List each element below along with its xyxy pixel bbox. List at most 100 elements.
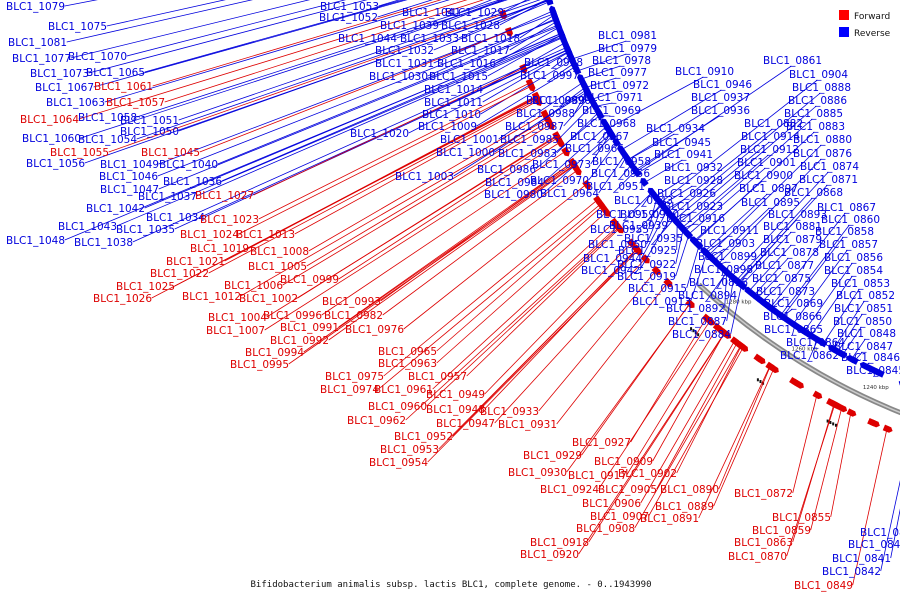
gene-label: BLC1_0906 xyxy=(582,498,641,510)
gene-label: BLC1_1024 xyxy=(180,229,239,241)
feature-arrow xyxy=(713,259,723,269)
leader-line xyxy=(718,261,727,265)
leader-line xyxy=(199,30,510,153)
leader-line xyxy=(627,102,720,161)
gene-label: BLC1_1010 xyxy=(422,109,481,121)
feature-arrow xyxy=(674,219,683,229)
gene-label: BLC1_1003 xyxy=(395,171,454,183)
leader-line xyxy=(588,142,618,181)
leader-line xyxy=(598,320,711,490)
gene-label: BLC1_0886 xyxy=(788,95,847,107)
gene-label: BLC1_0860 xyxy=(821,214,880,226)
gene-label: BLC1_1034 xyxy=(146,212,205,224)
gene-label: BLC1_0872 xyxy=(734,488,793,500)
gene-label: BLC1_0996 xyxy=(263,310,322,322)
gene-label: BLC1_0964 xyxy=(540,188,599,200)
genome-backbone-highlight xyxy=(698,284,900,414)
leader-line xyxy=(771,296,785,309)
leader-line xyxy=(238,85,532,235)
legend-reverse-label: Reverse xyxy=(854,29,891,39)
leader-line xyxy=(823,288,860,344)
leader-line xyxy=(70,0,311,59)
legend-forward-label: Forward xyxy=(854,12,890,22)
gene-label: BLC1_1026 xyxy=(93,293,152,305)
leader-line xyxy=(152,0,442,87)
gene-label: BLC1_0902 xyxy=(618,468,677,480)
gene-label: BLC1_1036 xyxy=(163,176,222,188)
gene-label: BLC1_0877 xyxy=(755,260,814,272)
gene-label: BLC1_0851 xyxy=(834,303,893,315)
leader-line xyxy=(321,150,566,316)
leader-line xyxy=(338,137,558,280)
gene-label: BLC1_0988 xyxy=(516,108,575,120)
gene-label: BLC1_0918 xyxy=(530,537,589,549)
gene-label: BLC1_0913 xyxy=(632,296,691,308)
gene-label: BLC1_0979 xyxy=(598,43,657,55)
leader-line xyxy=(509,21,557,51)
leader-line xyxy=(731,171,829,277)
tick-label: 1240 kbp xyxy=(863,385,889,391)
leader-line xyxy=(648,347,744,517)
gene-label: BLC1_1025 xyxy=(116,281,175,293)
gene-label: BLC1_1021 xyxy=(166,256,225,268)
leader-line xyxy=(378,203,601,390)
leader-line xyxy=(706,271,728,302)
gene-label: BLC1_0888 xyxy=(792,82,851,94)
gene-label: BLC1_0840 xyxy=(848,539,900,551)
leader-line xyxy=(717,158,822,265)
gene-label: BLC1_0926 xyxy=(657,188,716,200)
gene-label: BLC1_1015 xyxy=(429,71,488,83)
leader-line xyxy=(626,327,718,476)
gene-label: BLC1_0972 xyxy=(590,80,649,92)
leader-line xyxy=(542,133,612,195)
gene-label: BLC1_0844 xyxy=(860,527,900,539)
gene-label: BLC1_0870 xyxy=(728,551,787,563)
leader-line xyxy=(708,144,822,256)
gene-label: BLC1_1048 xyxy=(6,235,65,247)
leader-line xyxy=(782,308,793,318)
gene-label: BLC1_0887 xyxy=(668,316,727,328)
leader-line xyxy=(585,77,617,89)
leader-line xyxy=(704,193,768,252)
gene-label: BLC1_0920 xyxy=(520,549,579,561)
gene-label: BLC1_0949 xyxy=(426,389,485,401)
gene-label: BLC1_0968 xyxy=(577,118,636,130)
gene-label: BLC1_0876 xyxy=(793,148,852,160)
feature-arrow xyxy=(716,326,727,336)
leader-line xyxy=(436,205,603,352)
gene-label: BLC1_0852 xyxy=(836,290,895,302)
gene-label: BLC1_0908 xyxy=(576,523,635,535)
leader-line xyxy=(308,113,546,252)
gene-label: BLC1_0974 xyxy=(320,384,379,396)
leader-line xyxy=(258,82,531,220)
gene-label: BLC1_0932 xyxy=(664,162,723,174)
leader-line xyxy=(482,42,566,90)
gene-label: BLC1_0889 xyxy=(655,501,714,513)
gene-label: BLC1_0901 xyxy=(737,157,796,169)
feature-arrow xyxy=(882,424,893,433)
leader-line xyxy=(240,118,548,297)
gene-label: BLC1_1079 xyxy=(6,1,65,13)
leader-line xyxy=(196,37,563,197)
feature-arrow xyxy=(826,398,836,407)
gene-label: BLC1_1067 xyxy=(35,82,94,94)
gene-label: BLC1_0928 xyxy=(664,175,723,187)
leader-line xyxy=(338,161,573,328)
gene-label: BLC1_1064 xyxy=(20,114,79,126)
feature-arrow xyxy=(527,81,536,92)
gene-label: BLC1_1061 xyxy=(94,81,153,93)
gene-label: BLC1_0890 xyxy=(660,484,719,496)
leader-line xyxy=(636,65,792,173)
leader-line xyxy=(578,332,725,555)
gene-label: BLC1_0976 xyxy=(345,324,404,336)
gene-label: BLC1_0896 xyxy=(689,277,748,289)
leader-line xyxy=(607,76,704,129)
gene-label: BLC1_0990 xyxy=(532,95,591,107)
gene-label: BLC1_0919 xyxy=(617,271,676,283)
leader-line xyxy=(158,13,554,165)
feature-arrow xyxy=(581,82,590,92)
feature-arrow xyxy=(812,390,823,400)
gene-label: BLC1_1057 xyxy=(106,97,165,109)
leader-line xyxy=(641,210,668,259)
